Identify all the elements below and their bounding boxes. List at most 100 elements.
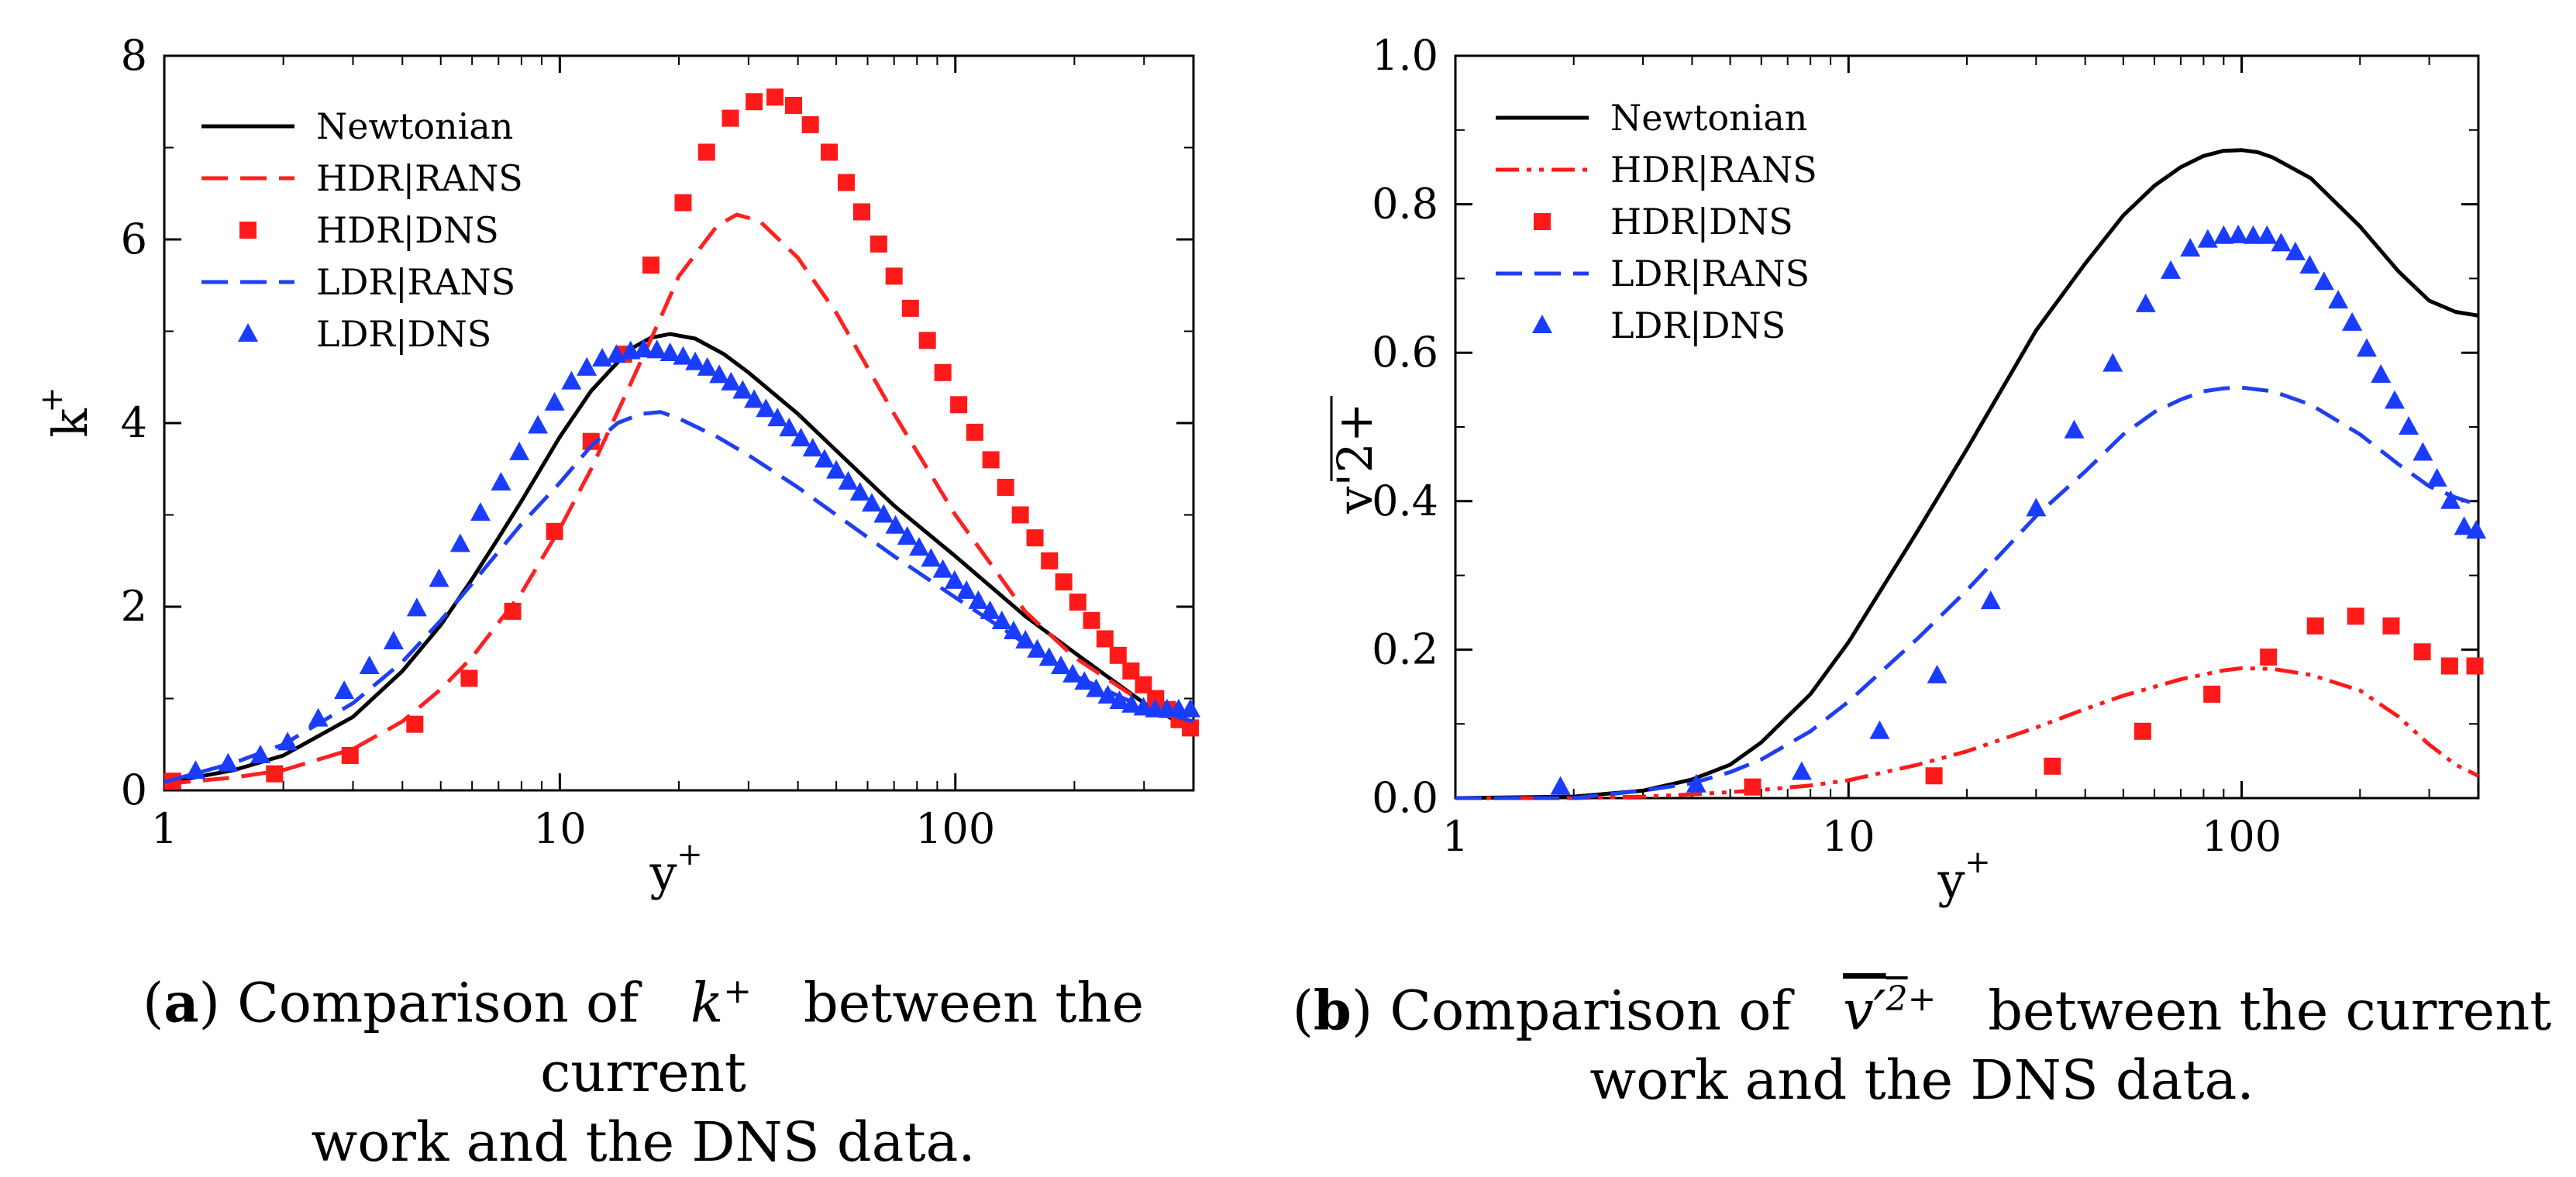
panel-a-series-ldr-dns-point xyxy=(1027,638,1048,658)
panel-a-x-axis-label: y xyxy=(649,845,677,901)
panel-a-series-ldr-dns-point xyxy=(861,493,882,512)
caption-a: (a) Comparison of k+ between the current… xyxy=(142,970,1145,1175)
panel-b-x-axis-label-sup: + xyxy=(1965,845,1991,880)
panel-a-series-ldr-dns-point xyxy=(1109,690,1130,710)
panel-a-series-ldr-dns-point xyxy=(756,398,777,418)
panel-a-series-ldr-dns-point xyxy=(1121,693,1142,713)
panel-a-series-ldr-dns xyxy=(185,339,1201,780)
panel-a-series-ldr-dns-point xyxy=(802,438,823,457)
panel-b-series-hdr-dns-point xyxy=(2413,643,2431,661)
panel-a-series-ldr-dns-point xyxy=(932,559,953,578)
panel-a-series-hdr-dns-point xyxy=(821,143,839,161)
panel-b-y-tick-label: 0.2 xyxy=(1372,625,1438,673)
panel-b-y-axis-label: v'2+ xyxy=(1327,402,1383,514)
panel-b-y-tick-label: 0.8 xyxy=(1372,180,1438,229)
panel-b-series-hdr-dns-point xyxy=(2203,685,2221,703)
panel-a-series-hdr-dns-point xyxy=(1083,611,1100,629)
panel-a-series-ldr-dns-point xyxy=(592,348,613,367)
panel-b-series-ldr-dns-point xyxy=(2371,363,2392,383)
panel-a-series-ldr-dns-point xyxy=(1050,656,1071,675)
panel-b-series-ldr-dns-point xyxy=(2271,232,2292,252)
panel-a-series-hdr-dns-point xyxy=(546,522,563,540)
panel-b-y-tick-label: 0.0 xyxy=(1372,773,1438,822)
panel-b-series-ldr-dns-point xyxy=(2356,338,2377,357)
panel-b-series-ldr-dns-point xyxy=(2342,311,2363,331)
panel-a-series-hdr-dns-point xyxy=(504,602,522,620)
caption-b: (b) Comparison of v′2+ between the curre… xyxy=(1292,978,2552,1113)
panel-b-series-ldr-dns-point xyxy=(2135,293,2156,312)
panel-a-series-ldr-dns-point xyxy=(449,533,470,552)
panel-a-series-hdr-dns-point xyxy=(766,88,784,106)
panel-a-legend-entry-ldr-rans-label: LDR|RANS xyxy=(316,261,515,303)
panel-a-x-axis-label-sup: + xyxy=(677,837,703,872)
panel-a-series-hdr-dns-point xyxy=(1096,630,1114,648)
panel-a-y-tick-label: 0 xyxy=(121,766,147,814)
chart-panel-b: 1 10 100 0.0 0.2 0.4 0.6 0.8 1.0 y + v'2+ Newtonian H… xyxy=(1327,31,2487,909)
panel-b-x-axis-label: y xyxy=(1937,852,1965,909)
caption-a-post: between the current xyxy=(540,971,1145,1105)
panel-b-legend-entry-ldr-dns-marker xyxy=(1532,315,1552,333)
panel-b-series-ldr-dns-point xyxy=(1869,720,1890,739)
panel-a-y-tick-label: 4 xyxy=(121,398,147,447)
panel-a-series-ldr-dns-point xyxy=(577,356,598,376)
panel-b-series-ldr-dns-point xyxy=(1791,761,1812,780)
panel-b-series-ldr-dns-point xyxy=(2328,290,2349,309)
caption-b-label: b xyxy=(1313,978,1352,1043)
panel-a-series-hdr-dns-point xyxy=(997,478,1014,496)
panel-a-series-hdr-dns-point xyxy=(1026,529,1044,547)
panel-b-series-hdr-dns-point xyxy=(2440,657,2458,675)
panel-a-series-ldr-dns-point xyxy=(721,371,742,391)
panel-a-y-tick-label: 6 xyxy=(121,215,147,263)
panel-a-series-ldr-dns-point xyxy=(779,418,800,437)
panel-a-series-hdr-dns-point xyxy=(341,746,359,764)
caption-a-pre: Comparison of xyxy=(237,971,639,1035)
panel-a-y-axis-label: k xyxy=(42,408,98,438)
panel-a-series-hdr-dns-point xyxy=(642,256,659,274)
panel-a-series-ldr-dns-point xyxy=(1133,697,1154,716)
panel-a-series-hdr-dns-point xyxy=(1135,676,1152,693)
panel-b-series-ldr-dns-point xyxy=(1927,664,1947,683)
panel-a-series-ldr-dns-point xyxy=(1074,671,1095,690)
panel-a-series-ldr-dns-point xyxy=(561,370,582,390)
panel-b-series-ldr-dns-point xyxy=(2213,225,2234,244)
panel-b-series-ldr-dns-point xyxy=(2257,225,2278,244)
panel-a-series-hdr-dns-point xyxy=(838,174,856,191)
panel-a-series-ldr-dns-point xyxy=(1097,684,1118,704)
panel-a-series-hdr-dns-point xyxy=(918,332,936,349)
panel-a-series-ldr-dns-point xyxy=(980,600,1000,619)
panel-a-legend-entry-hdr-rans-label: HDR|RANS xyxy=(316,157,523,199)
panel-b-legend-entry-ldr-dns-label: LDR|DNS xyxy=(1610,305,1786,346)
panel-a-series-hdr-dns-point xyxy=(721,109,739,127)
caption-b-symbol-sup2: 2 xyxy=(1886,979,1908,1019)
panel-b-y-tick-label: 0.6 xyxy=(1372,328,1438,377)
panel-a-series-ldr-dns-point xyxy=(991,610,1012,629)
panel-a-y-tick-label: 2 xyxy=(121,582,147,631)
panel-a-legend-entry-ldr-dns-marker xyxy=(238,323,258,342)
panel-b-series-ldr-dns-point xyxy=(2412,442,2433,461)
panel-b-legend-entry-ldr-rans-label: LDR|RANS xyxy=(1610,253,1810,294)
panel-a-series-ldr-dns-point xyxy=(406,597,427,617)
panel-b-series-ldr-dns-point xyxy=(2466,520,2487,539)
panel-a-series-hdr-dns-point xyxy=(950,396,968,414)
panel-a-series-hdr-dns-point xyxy=(801,115,819,133)
panel-a-series-ldr-dns-point xyxy=(897,525,918,545)
panel-a-series-ldr-dns-point xyxy=(429,568,449,587)
panel-b-series-hdr-dns-point xyxy=(2382,617,2400,635)
panel-a-series-hdr-dns-point xyxy=(901,299,919,317)
panel-b-legend-entry-newtonian-label: Newtonian xyxy=(1610,97,1807,139)
panel-a-series-hdr-rans-line xyxy=(164,212,1195,786)
panel-a-series-hdr-dns-point xyxy=(1182,719,1200,737)
panel-a-series-ldr-dns-point xyxy=(218,752,239,772)
panel-a-series-hdr-dns-point xyxy=(852,203,870,221)
panel-a-series-ldr-dns-point xyxy=(359,656,380,675)
panel-b-series-hdr-dns-point xyxy=(2260,648,2278,666)
panel-a-series-hdr-dns-point xyxy=(1122,662,1140,680)
panel-b-series-ldr-dns-point xyxy=(2454,516,2474,535)
panel-a-series-ldr-dns-point xyxy=(470,502,491,521)
panel-a-series-ldr-dns-point xyxy=(814,449,835,468)
panel-b-series-ldr-dns-point xyxy=(2243,225,2264,244)
panel-a-series-hdr-dns-point xyxy=(582,432,600,450)
panel-a-series-ldr-dns-point xyxy=(685,351,706,370)
panel-a-series-ldr-dns-point xyxy=(767,408,788,427)
panel-b-y-tick-label: 1.0 xyxy=(1372,31,1438,80)
